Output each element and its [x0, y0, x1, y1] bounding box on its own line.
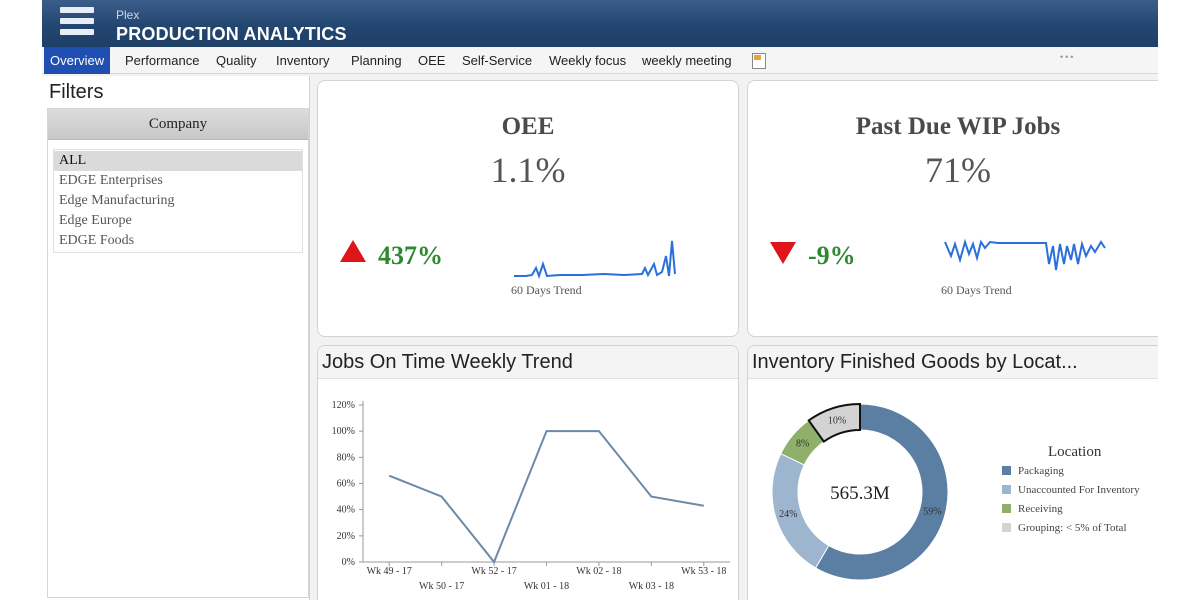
- y-tick-label: 20%: [337, 531, 355, 542]
- panel-title: Jobs On Time Weekly Trend: [318, 346, 738, 379]
- x-tick-label: Wk 49 - 17: [367, 566, 412, 577]
- donut-slice-label: 59%: [923, 507, 941, 518]
- wip-kpi-card[interactable]: Past Due WIP Jobs 71% -9% 60 Days Trend: [747, 80, 1158, 337]
- company-filter-header[interactable]: Company: [48, 109, 308, 140]
- company-item-edge-foods[interactable]: EDGE Foods: [59, 233, 135, 248]
- company-item-edge-europe[interactable]: Edge Europe: [59, 213, 132, 228]
- legend-swatch: [1002, 523, 1011, 532]
- kpi-delta: -9%: [808, 241, 856, 270]
- app-header: Plex PRODUCTION ANALYTICS: [42, 0, 1158, 47]
- company-filter: Company ALL EDGE Enterprises Edge Manufa…: [47, 108, 309, 598]
- tab-overview[interactable]: Overview: [44, 47, 111, 74]
- tab-inventory[interactable]: Inventory: [276, 53, 330, 68]
- brand-name: Plex: [116, 8, 140, 22]
- y-tick-label: 80%: [337, 452, 355, 463]
- y-tick-label: 0%: [342, 557, 355, 568]
- x-tick-label: Wk 50 - 17: [419, 581, 464, 592]
- jobs-on-time-chart[interactable]: 0% 20% 40% 60% 80% 100% 120% Wk 49 - 17 Wk 50 - …: [318, 380, 738, 600]
- legend-swatch: [1002, 504, 1011, 513]
- plex-app-window: Plex PRODUCTION ANALYTICS Overview Perfo…: [42, 0, 1158, 600]
- x-tick-label: Wk 53 - 18: [681, 566, 726, 577]
- kpi-delta: 437%: [378, 241, 443, 270]
- company-list: ALL EDGE Enterprises Edge Manufacturing …: [53, 149, 303, 253]
- legend-swatch: [1002, 485, 1011, 494]
- tab-weekly-meeting[interactable]: weekly meeting: [642, 53, 732, 68]
- inventory-donut-chart[interactable]: 59% 24% 8% 10% 565.3M Location Packaging Unacco…: [748, 380, 1158, 600]
- legend-swatch: [1002, 466, 1011, 475]
- oee-sparkline: [514, 240, 676, 279]
- company-item-edge-enterprises[interactable]: EDGE Enterprises: [59, 173, 163, 188]
- jobs-on-time-series-line[interactable]: [388, 430, 704, 564]
- y-tick-label: 120%: [332, 400, 355, 411]
- tab-weekly-focus[interactable]: Weekly focus: [549, 53, 627, 68]
- jobs-on-time-panel: Jobs On Time Weekly Trend 0% 20% 40% 60% 80%…: [317, 345, 739, 600]
- donut-slice-grouping-5-of-total[interactable]: [807, 402, 861, 444]
- filters-sidebar: Filters Company ALL EDGE Enterprises Edg…: [42, 76, 310, 600]
- company-item-all[interactable]: ALL: [54, 151, 302, 171]
- kpi-value: 71%: [925, 150, 991, 190]
- legend-item-label[interactable]: Unaccounted For Inventory: [1018, 484, 1140, 496]
- kpi-title: Past Due WIP Jobs: [855, 113, 1061, 140]
- tab-self-service[interactable]: Self-Service: [462, 53, 533, 68]
- legend-item-label[interactable]: Receiving: [1018, 503, 1063, 515]
- tab-quality[interactable]: Quality: [216, 53, 257, 68]
- tab-planning[interactable]: Planning: [351, 53, 402, 68]
- trend-label: 60 Days Trend: [511, 283, 582, 297]
- x-tick-label: Wk 52 - 17: [471, 566, 516, 577]
- wip-sparkline: [944, 238, 1106, 271]
- y-tick-label: 40%: [337, 505, 355, 516]
- filters-title: Filters: [49, 81, 104, 103]
- legend-item-label[interactable]: Packaging: [1018, 465, 1064, 477]
- donut-slice-label: 24%: [779, 509, 797, 520]
- panel-title: Inventory Finished Goods by Locat...: [748, 346, 1158, 379]
- kpi-value: 1.1%: [490, 150, 566, 190]
- legend-item-label[interactable]: Grouping: < 5% of Total: [1018, 522, 1127, 534]
- new-page-icon[interactable]: [752, 53, 766, 69]
- hamburger-menu-icon[interactable]: [60, 7, 94, 39]
- x-tick-label: Wk 01 - 18: [524, 581, 569, 592]
- donut-slice-label: 10%: [828, 416, 846, 427]
- more-dots-icon[interactable]: •••: [1060, 52, 1076, 62]
- oee-kpi-card[interactable]: OEE 1.1% 437% 60 Days Trend: [317, 80, 739, 337]
- app-title: PRODUCTION ANALYTICS: [116, 24, 347, 44]
- y-tick-label: 60%: [337, 479, 355, 490]
- y-tick-label: 100%: [332, 426, 355, 437]
- inventory-panel: Inventory Finished Goods by Locat... 59%…: [747, 345, 1158, 600]
- x-tick-label: Wk 02 - 18: [576, 566, 621, 577]
- legend-title: Location: [1048, 444, 1102, 460]
- x-tick-label: Wk 03 - 18: [629, 581, 674, 592]
- kpi-title: OEE: [501, 113, 555, 140]
- donut-slice-packaging[interactable]: [814, 403, 949, 581]
- donut-slice-label: 8%: [796, 439, 809, 450]
- company-item-edge-manufacturing[interactable]: Edge Manufacturing: [59, 193, 175, 208]
- trend-down-icon: [770, 242, 796, 264]
- trend-label: 60 Days Trend: [941, 283, 1012, 297]
- donut-center-total: 565.3M: [830, 483, 890, 504]
- tab-performance[interactable]: Performance: [125, 53, 200, 68]
- trend-up-icon: [340, 240, 366, 262]
- tab-oee[interactable]: OEE: [418, 53, 446, 68]
- nav-tabs: Overview Performance Quality Inventory P…: [42, 47, 1158, 74]
